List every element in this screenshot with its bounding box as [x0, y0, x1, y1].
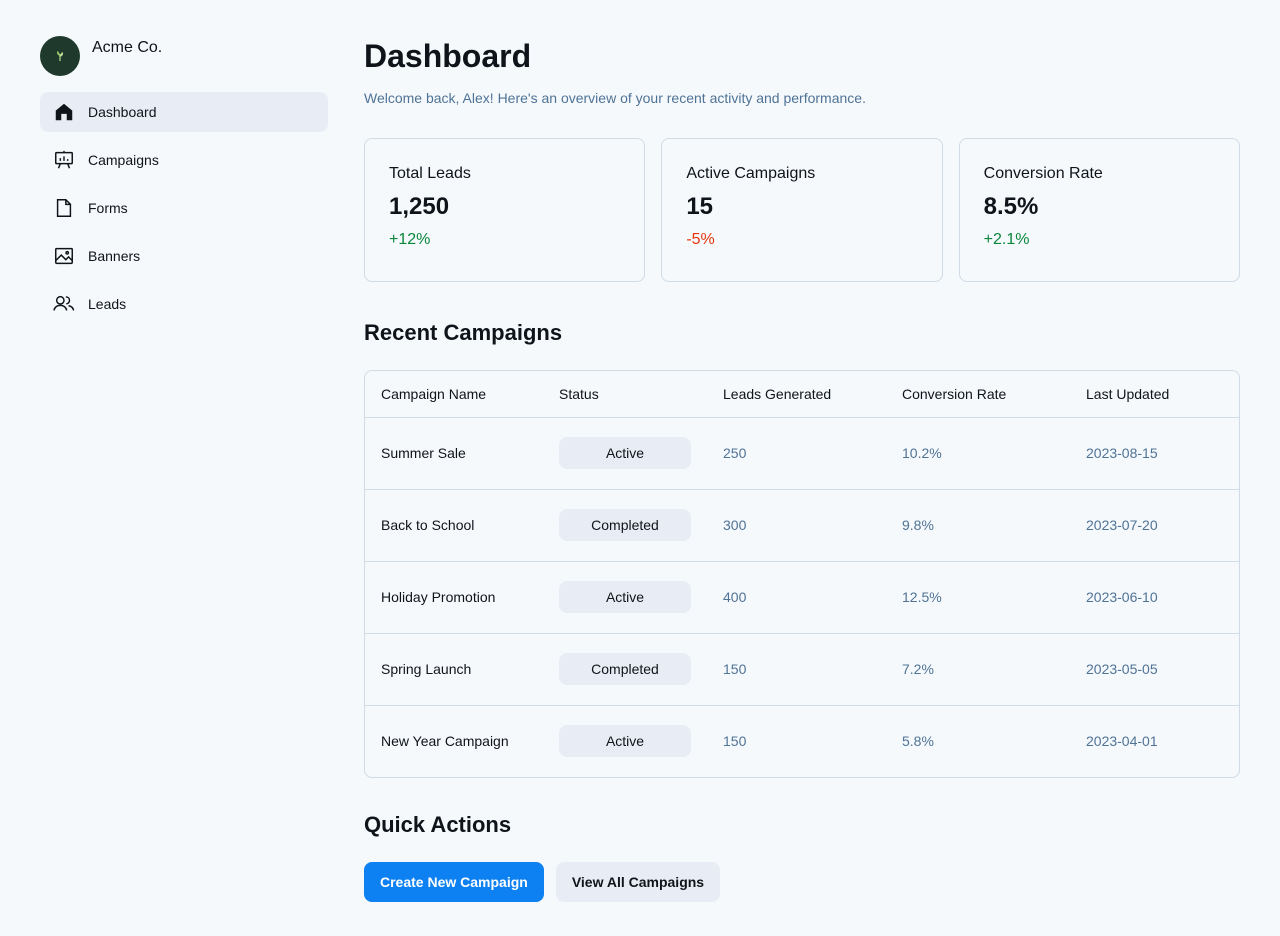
status-badge: Completed: [559, 509, 691, 541]
cell-leads: 300: [707, 488, 886, 561]
cell-campaign-name: Back to School: [365, 488, 543, 561]
stat-value: 1,250: [389, 193, 450, 220]
sidebar-item-dashboard[interactable]: Dashboard: [40, 92, 328, 132]
section-title-recent-campaigns: Recent Campaigns: [364, 320, 563, 345]
status-badge: Active: [559, 581, 691, 613]
cell-campaign-name: Holiday Promotion: [365, 560, 543, 633]
brand-logo: [40, 36, 80, 76]
cell-conversion: 10.2%: [886, 416, 1070, 489]
sidebar-item-label: Forms: [88, 200, 128, 216]
page-subtitle: Welcome back, Alex! Here's an overview o…: [364, 90, 866, 106]
sidebar: Acme Co. Dashboard: [40, 36, 328, 332]
campaigns-table: Campaign Name Status Leads Generated Con…: [364, 370, 1240, 778]
sidebar-item-leads[interactable]: Leads: [40, 284, 328, 324]
cell-updated: 2023-06-10: [1070, 560, 1239, 633]
stat-label: Active Campaigns: [686, 165, 816, 182]
quick-actions: Create New Campaign View All Campaigns: [364, 862, 1240, 902]
sidebar-item-label: Campaigns: [88, 152, 159, 168]
table-row[interactable]: Back to School Completed 300 9.8% 2023-0…: [365, 488, 1239, 561]
sidebar-item-label: Dashboard: [88, 104, 157, 120]
sidebar-item-label: Banners: [88, 248, 141, 264]
page-title: Dashboard: [364, 38, 532, 74]
cell-conversion: 5.8%: [886, 704, 1070, 777]
table-row[interactable]: Summer Sale Active 250 10.2% 2023-08-15: [365, 416, 1239, 489]
table-row[interactable]: Holiday Promotion Active 400 12.5% 2023-…: [365, 560, 1239, 633]
create-new-campaign-button[interactable]: Create New Campaign: [364, 862, 544, 902]
table-header-row: Campaign Name Status Leads Generated Con…: [365, 371, 1239, 417]
cell-campaign-name: Spring Launch: [365, 632, 543, 705]
house-icon: [52, 100, 76, 124]
sidebar-item-campaigns[interactable]: Campaigns: [40, 140, 328, 180]
cell-leads: 150: [707, 704, 886, 777]
cell-campaign-name: New Year Campaign: [365, 704, 543, 777]
stat-value: 15: [686, 193, 714, 220]
stat-value: 8.5%: [983, 193, 1039, 220]
cell-leads: 250: [707, 416, 886, 489]
cell-updated: 2023-07-20: [1070, 488, 1239, 561]
stat-label: Conversion Rate: [983, 165, 1103, 182]
cell-conversion: 12.5%: [886, 560, 1070, 633]
table-row[interactable]: Spring Launch Completed 150 7.2% 2023-05…: [365, 632, 1239, 705]
sidebar-item-forms[interactable]: Forms: [40, 188, 328, 228]
column-header-status[interactable]: Status: [559, 385, 599, 402]
brand: Acme Co.: [40, 36, 328, 76]
column-header-conversion-rate[interactable]: Conversion Rate: [902, 385, 1007, 402]
cell-updated: 2023-08-15: [1070, 416, 1239, 489]
cell-leads: 400: [707, 560, 886, 633]
cell-leads: 150: [707, 632, 886, 705]
section-title-quick-actions: Quick Actions: [364, 812, 512, 837]
cell-campaign-name: Summer Sale: [365, 416, 543, 489]
cell-updated: 2023-04-01: [1070, 704, 1239, 777]
table-row[interactable]: New Year Campaign Active 150 5.8% 2023-0…: [365, 704, 1239, 777]
sidebar-nav: Dashboard Campaigns: [40, 92, 328, 324]
file-icon: [52, 196, 76, 220]
status-badge: Active: [559, 725, 691, 758]
stat-card-active-campaigns: Active Campaigns 15 -5%: [661, 138, 943, 282]
stat-card-conversion-rate: Conversion Rate 8.5% +2.1%: [958, 138, 1240, 282]
column-header-campaign-name[interactable]: Campaign Name: [381, 385, 487, 402]
stat-change: -5%: [686, 231, 715, 248]
cell-conversion: 9.8%: [886, 488, 1070, 561]
leaf-icon: [56, 51, 64, 61]
status-badge: Completed: [559, 653, 691, 685]
view-all-campaigns-button[interactable]: View All Campaigns: [555, 862, 721, 902]
stats-row: Total Leads 1,250 +12% Active Campaigns …: [364, 138, 1240, 282]
main-content: Dashboard Welcome back, Alex! Here's an …: [364, 36, 1240, 902]
stat-change: +2.1%: [983, 231, 1030, 248]
status-badge: Active: [559, 437, 691, 469]
column-header-leads-generated[interactable]: Leads Generated: [723, 385, 832, 402]
cell-updated: 2023-05-05: [1070, 632, 1239, 705]
users-icon: [52, 292, 76, 316]
brand-name: Acme Co.: [92, 39, 163, 56]
stat-card-total-leads: Total Leads 1,250 +12%: [364, 138, 646, 282]
stat-label: Total Leads: [389, 165, 471, 182]
sidebar-item-label: Leads: [88, 296, 127, 312]
image-icon: [52, 244, 76, 268]
column-header-last-updated[interactable]: Last Updated: [1086, 385, 1170, 402]
sidebar-item-banners[interactable]: Banners: [40, 236, 328, 276]
cell-conversion: 7.2%: [886, 632, 1070, 705]
presentation-chart-icon: [52, 148, 76, 172]
stat-change: +12%: [389, 231, 431, 248]
